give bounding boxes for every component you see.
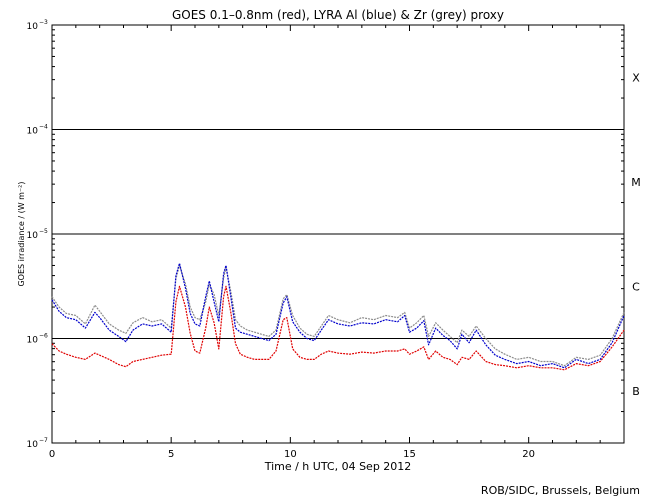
flare-class-label: B (632, 385, 640, 398)
y-tick-label: 10 (27, 336, 39, 346)
x-tick-label: 5 (168, 449, 174, 460)
y-tick-exponent: −5 (39, 228, 48, 235)
x-tick-label: 0 (49, 449, 55, 460)
y-tick-exponent: −6 (39, 333, 48, 340)
flare-class-label: X (632, 71, 640, 84)
y-tick-exponent: −4 (39, 124, 48, 131)
flare-class-label: C (632, 280, 640, 293)
y-axis-label: GOES irradiance / (W m⁻²) (17, 181, 26, 286)
x-tick-label: 15 (403, 449, 416, 460)
y-tick-label: 10 (27, 127, 39, 137)
x-axis-label: Time / h UTC, 04 Sep 2012 (264, 460, 412, 473)
series-line (51, 264, 625, 367)
y-tick-exponent: −3 (39, 19, 48, 26)
x-tick-label: 20 (522, 449, 535, 460)
chart-title: GOES 0.1–0.8nm (red), LYRA Al (blue) & Z… (172, 8, 504, 22)
flare-class-label: M (631, 176, 641, 189)
y-tick-label: 10 (27, 440, 39, 450)
credit-footer: ROB/SIDC, Brussels, Belgium (481, 484, 640, 497)
series-line (51, 285, 625, 371)
y-tick-label: 10 (27, 231, 39, 241)
x-tick-label: 10 (284, 449, 297, 460)
y-tick-label: 10 (27, 22, 39, 32)
series-line (51, 262, 625, 369)
y-tick-exponent: −7 (39, 437, 48, 444)
